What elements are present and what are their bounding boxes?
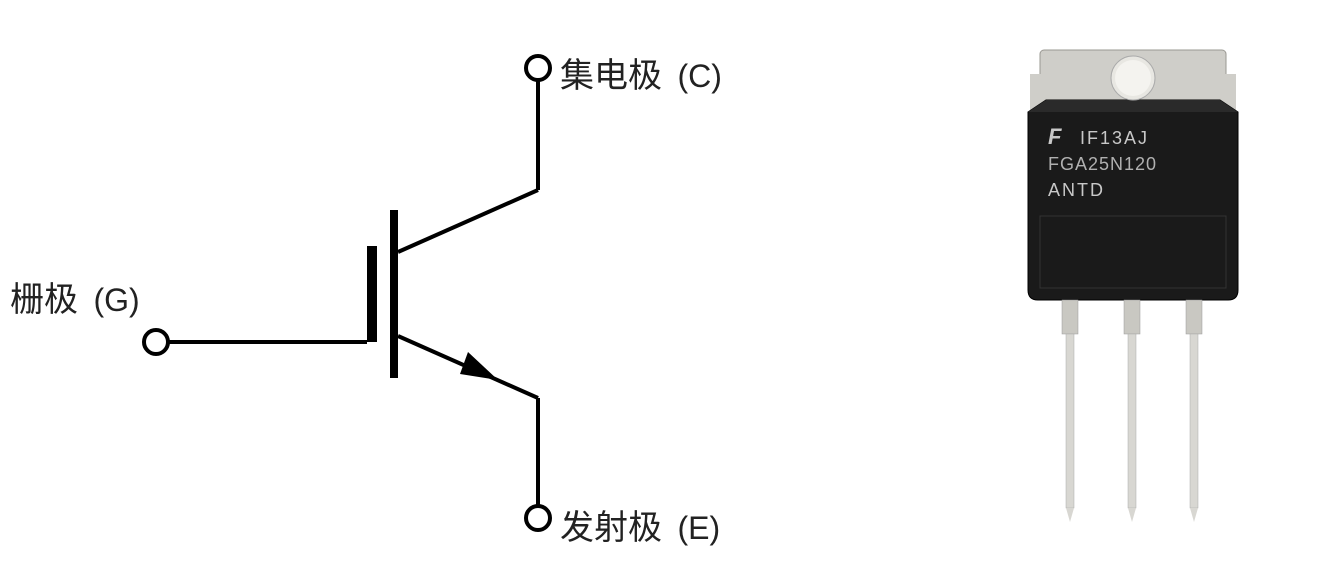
- igbt-diagram-container: 集电极 (C) 栅极 (G) 发射极 (E) F: [0, 0, 1328, 572]
- gate-label-code: (G): [93, 282, 139, 318]
- leads-group: [1062, 300, 1202, 522]
- gate-label-text: 栅极: [10, 281, 78, 319]
- emitter-arrow: [460, 352, 498, 380]
- marking-line2: FGA25N120: [1048, 154, 1157, 174]
- physical-component-area: F IF13AJ FGA25N120 ANTD: [988, 20, 1288, 540]
- transistor-package-svg: F IF13AJ FGA25N120 ANTD: [988, 20, 1288, 540]
- lead-2-shoulder: [1124, 300, 1140, 334]
- marking-line1: IF13AJ: [1080, 128, 1149, 148]
- logo-marking: F: [1048, 124, 1062, 149]
- collector-terminal: [526, 56, 550, 80]
- marking-line3: ANTD: [1048, 180, 1105, 200]
- emitter-label: 发射极 (E): [560, 500, 720, 549]
- gate-label: 栅极 (G): [10, 272, 140, 321]
- emitter-label-code: (E): [677, 510, 720, 546]
- lead-3-shoulder: [1186, 300, 1202, 334]
- body-chamfer: [1028, 100, 1238, 112]
- emitter-terminal: [526, 506, 550, 530]
- emitter-label-text: 发射极: [560, 509, 662, 547]
- lead-2: [1128, 334, 1136, 508]
- collector-label-text: 集电极: [560, 57, 662, 95]
- lead-1: [1066, 334, 1074, 508]
- mounting-hole-inner: [1115, 60, 1151, 96]
- lead-3-tip: [1190, 508, 1198, 522]
- collector-label-code: (C): [677, 58, 721, 94]
- collector-label: 集电极 (C): [560, 48, 722, 97]
- lead-3: [1190, 334, 1198, 508]
- lead-2-tip: [1128, 508, 1136, 522]
- schematic-symbol-area: 集电极 (C) 栅极 (G) 发射极 (E): [0, 0, 850, 572]
- lead-1-tip: [1066, 508, 1074, 522]
- gate-terminal: [144, 330, 168, 354]
- collector-diagonal: [398, 190, 538, 252]
- lead-1-shoulder: [1062, 300, 1078, 334]
